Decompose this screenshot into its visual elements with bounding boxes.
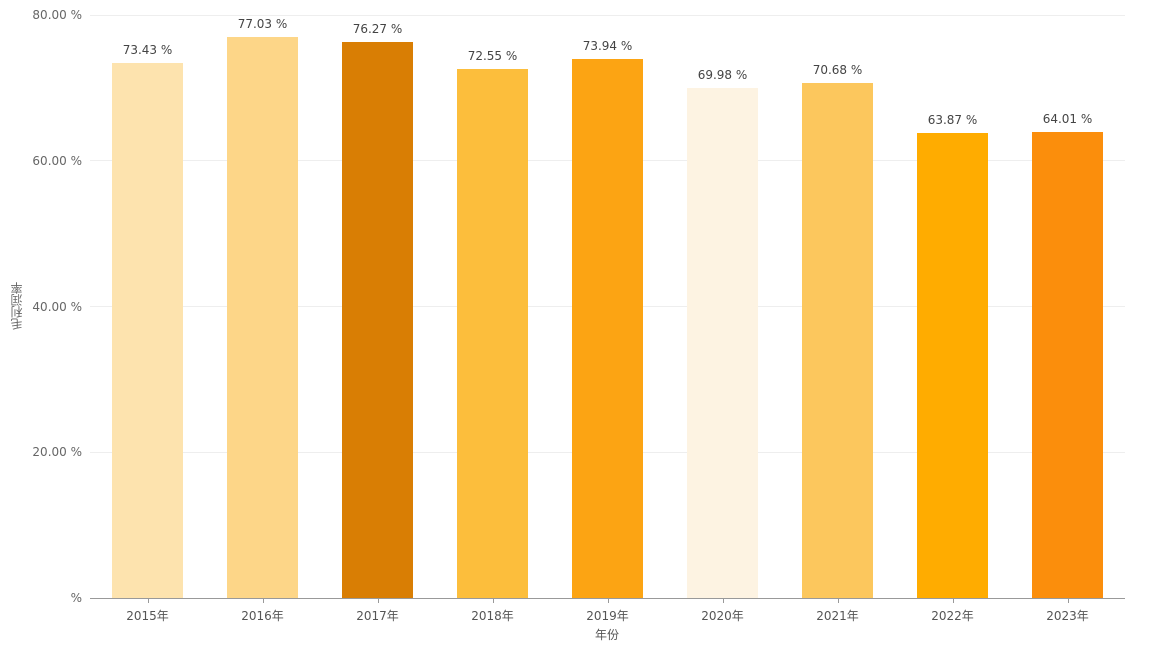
bar-slot: 64.01 % 2023年 bbox=[1010, 15, 1125, 623]
x-axis-tick bbox=[722, 598, 724, 603]
x-axis-title: 年份 bbox=[594, 628, 620, 642]
bar-2017年[interactable] bbox=[341, 42, 414, 598]
x-axis-tick bbox=[837, 598, 839, 603]
x-axis-tick bbox=[492, 598, 494, 603]
bar-2015年[interactable] bbox=[111, 62, 184, 598]
bar-series: 73.43 % 2015年 77.03 % 2016年 76.27 % 2017年 72.5… bbox=[90, 15, 1125, 623]
bar-2016年[interactable] bbox=[226, 36, 299, 598]
bar-value-label: 72.55 % bbox=[467, 49, 518, 64]
bar-value-label: 73.94 % bbox=[582, 39, 633, 54]
bar-slot: 69.98 % 2020年 bbox=[665, 15, 780, 623]
bar-2018年[interactable] bbox=[456, 69, 529, 598]
bar-slot: 73.94 % 2019年 bbox=[550, 15, 665, 623]
x-axis-tick bbox=[377, 598, 379, 603]
bar-value-label: 63.87 % bbox=[927, 112, 978, 127]
x-axis-tick bbox=[952, 598, 954, 603]
y-tick-label: 80.00 % bbox=[32, 8, 82, 22]
bar-2019年[interactable] bbox=[571, 59, 644, 598]
x-axis-tick bbox=[607, 598, 609, 603]
bar-slot: 63.87 % 2022年 bbox=[895, 15, 1010, 623]
x-axis-tick bbox=[1067, 598, 1069, 603]
bar-value-label: 64.01 % bbox=[1042, 111, 1093, 126]
x-category-label: 2020年 bbox=[701, 609, 744, 623]
bar-value-label: 77.03 % bbox=[237, 16, 288, 31]
x-category-label: 2022年 bbox=[931, 609, 974, 623]
x-axis-tick bbox=[262, 598, 264, 603]
bar-2021年[interactable] bbox=[801, 82, 874, 598]
x-category-label: 2021年 bbox=[816, 609, 859, 623]
x-axis-tick bbox=[147, 598, 149, 603]
bar-slot: 77.03 % 2016年 bbox=[205, 15, 320, 623]
y-tick-label: 60.00 % bbox=[32, 153, 82, 168]
x-category-label: 2023年 bbox=[1046, 609, 1089, 623]
x-category-label: 2015年 bbox=[126, 609, 169, 623]
x-category-label: 2018年 bbox=[471, 609, 514, 623]
bar-slot: 70.68 % 2021年 bbox=[780, 15, 895, 623]
y-tick-label: 20.00 % bbox=[32, 445, 82, 460]
bar-2022年[interactable] bbox=[916, 132, 989, 598]
bar-2020年[interactable] bbox=[686, 88, 759, 598]
bar-value-label: 70.68 % bbox=[812, 62, 863, 77]
bar-value-label: 73.43 % bbox=[122, 42, 173, 57]
y-tick-label: 40.00 % bbox=[32, 299, 82, 314]
bar-slot: 76.27 % 2017年 bbox=[320, 15, 435, 623]
y-axis-title: 毛利润率 bbox=[8, 282, 25, 330]
plot-area: 80.00 % 60.00 % 40.00 % 20.00 %% 73.43 % 2015… bbox=[32, 8, 1125, 623]
bar-slot: 72.55 % 2018年 bbox=[435, 15, 550, 623]
x-category-label: 2017年 bbox=[356, 609, 399, 623]
bar-value-label: 69.98 % bbox=[697, 68, 748, 83]
gridline bbox=[90, 14, 1125, 16]
bar-2023年[interactable] bbox=[1031, 131, 1104, 598]
bar-slot: 73.43 % 2015年 bbox=[90, 15, 205, 623]
y-axis-title-text: 毛利润率 bbox=[10, 282, 24, 330]
y-tick-label: % bbox=[70, 591, 82, 605]
x-category-label: 2016年 bbox=[241, 609, 284, 623]
x-category-label: 2019年 bbox=[586, 609, 629, 623]
bar-value-label: 76.27 % bbox=[352, 22, 403, 37]
